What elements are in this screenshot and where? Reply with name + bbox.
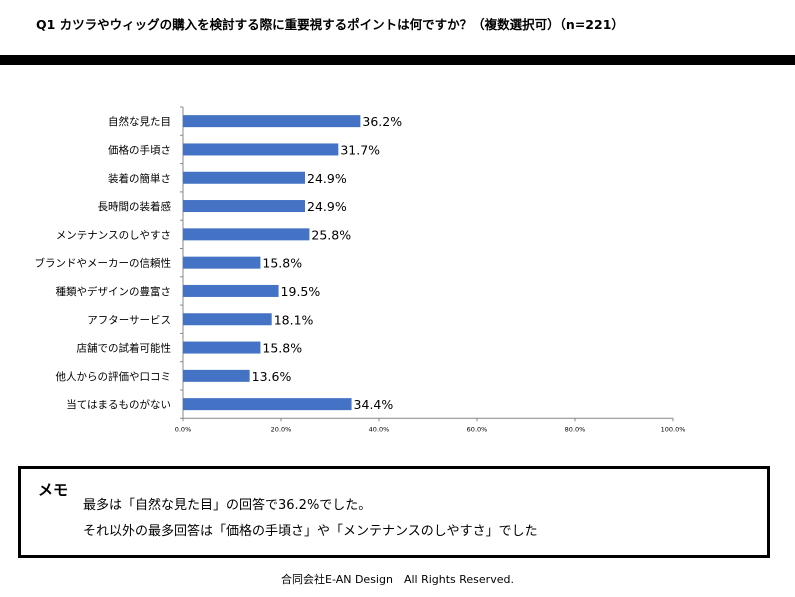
x-tick-label: 60.0% [467, 425, 488, 433]
data-label: 13.6% [252, 369, 292, 384]
bar [183, 369, 250, 382]
data-label: 25.8% [311, 227, 351, 242]
bar [183, 228, 310, 241]
data-label: 24.9% [307, 171, 347, 186]
bar [183, 200, 306, 213]
data-label: 15.8% [262, 341, 302, 356]
copyright-footer: 合同会社E-AN Design All Rights Reserved. [281, 573, 514, 586]
category-label: 価格の手頃さ [108, 143, 171, 156]
data-label: 36.2% [362, 114, 402, 129]
memo-title: メモ [38, 481, 69, 499]
data-label: 15.8% [262, 256, 302, 271]
bar [183, 143, 339, 156]
memo-box: メモ 最多は「自然な見た目」の回答で36.2%でした。 それ以外の最多回答は「価… [18, 466, 770, 558]
data-label: 18.1% [274, 312, 314, 327]
bar-chart: 0.0% 20.0% 40.0% 60.0% 80.0% 100.0% 自然な見た目 36.2… [35, 106, 686, 433]
category-label: 当てはまるものがない [66, 398, 171, 411]
category-label: メンテナンスのしやすさ [56, 229, 171, 241]
data-label: 24.9% [307, 199, 347, 214]
bars-layer: 0.0% 20.0% 40.0% 60.0% 80.0% 100.0% 自然な見た目 36.2… [35, 106, 686, 433]
data-label: 34.4% [354, 397, 394, 412]
category-label: 自然な見た目 [108, 115, 171, 128]
x-tick-label: 100.0% [661, 425, 686, 433]
bar [183, 171, 306, 184]
bar [183, 284, 279, 297]
bar [183, 256, 261, 269]
data-label: 19.5% [281, 284, 321, 299]
category-label: アフターサービス [87, 314, 171, 326]
x-tick-label: 80.0% [565, 425, 586, 433]
x-tick-label: 0.0% [175, 425, 192, 433]
data-label: 31.7% [340, 142, 380, 157]
memo-line-2: それ以外の最多回答は「価格の手頃さ」や「メンテナンスのしやすさ」でした [83, 524, 538, 539]
category-label: 装着の簡単さ [108, 172, 171, 185]
question-title: Q1 カツラやウィッグの購入を検討する際に重要視するポイントは何ですか？（複数選… [36, 17, 624, 32]
memo-line-1: 最多は「自然な見た目」の回答で36.2%でした。 [83, 498, 372, 513]
x-tick-label: 40.0% [369, 425, 390, 433]
bar [183, 398, 352, 411]
category-label: 他人からの評価や口コミ [56, 370, 172, 383]
category-label: ブランドやメーカーの信頼性 [35, 257, 172, 270]
bar [183, 313, 272, 326]
category-label: 店舗での試着可能性 [77, 342, 172, 355]
category-label: 種類やデザインの豊富さ [56, 285, 172, 298]
bar [183, 115, 361, 128]
bar [183, 341, 261, 354]
header-divider [0, 55, 795, 65]
category-label: 長時間の装着感 [98, 200, 172, 213]
x-tick-label: 20.0% [271, 425, 292, 433]
